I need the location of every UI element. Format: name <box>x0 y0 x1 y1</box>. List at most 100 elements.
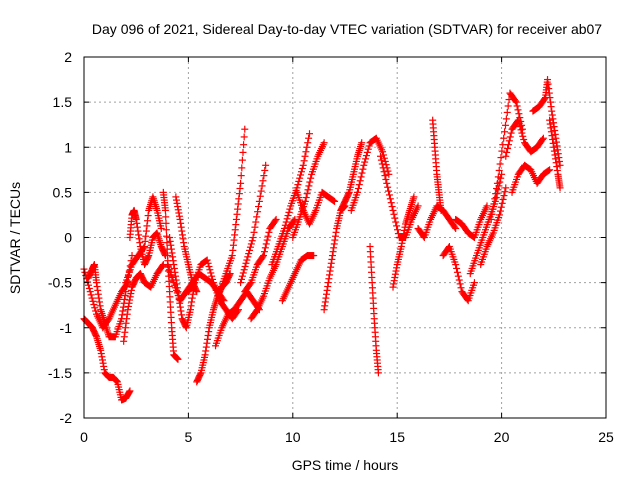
series-track-24 <box>347 134 393 214</box>
series-track-23 <box>337 139 366 214</box>
data-point-marker <box>363 148 371 156</box>
data-point-marker <box>297 171 305 179</box>
grid <box>84 57 606 418</box>
data-point-marker <box>331 197 339 205</box>
data-point-marker <box>261 244 269 252</box>
data-point-marker <box>301 152 309 160</box>
data-point-marker <box>379 164 387 172</box>
data-point-marker <box>382 175 390 183</box>
data-point-marker <box>280 224 288 232</box>
data-point-marker <box>246 280 254 288</box>
data-point-marker <box>303 190 311 198</box>
data-point-marker <box>489 205 497 213</box>
data-point-marker <box>305 134 313 142</box>
data-point-marker <box>437 206 445 214</box>
data-point-marker <box>253 213 261 221</box>
data-point-marker <box>520 136 528 144</box>
data-point-marker <box>302 148 310 156</box>
data-point-marker <box>498 199 506 207</box>
data-point-marker <box>539 134 547 142</box>
data-point-marker <box>496 211 504 219</box>
data-point-marker <box>302 194 310 202</box>
data-point-marker <box>374 369 382 377</box>
data-point-marker <box>359 165 367 173</box>
data-point-marker <box>238 272 246 280</box>
data-point-marker <box>452 224 460 232</box>
series-track-14 <box>216 125 249 296</box>
data-point-marker <box>306 130 314 138</box>
y-tick-label: 0 <box>64 230 72 246</box>
data-point-marker <box>304 186 312 194</box>
data-point-marker <box>493 179 501 187</box>
series-track-36 <box>529 76 564 169</box>
data-point-marker <box>492 190 500 198</box>
data-point-marker <box>383 179 391 187</box>
data-point-marker <box>249 234 257 241</box>
data-point-marker <box>239 148 247 156</box>
data-point-marker <box>254 203 262 211</box>
data-point-marker <box>260 252 268 260</box>
data-point-marker <box>281 221 289 229</box>
data-point-marker <box>209 275 217 283</box>
data-point-marker <box>306 178 314 186</box>
data-point-marker <box>502 152 510 160</box>
data-point-marker <box>499 195 507 203</box>
data-point-marker <box>496 160 504 168</box>
series-track-16 <box>241 215 280 296</box>
data-point-marker <box>246 246 254 254</box>
data-point-marker <box>128 252 136 260</box>
data-point-marker <box>88 294 96 302</box>
data-point-marker <box>456 280 464 288</box>
data-point-marker <box>86 288 94 296</box>
data-point-marker <box>259 253 267 261</box>
data-point-marker <box>87 291 95 299</box>
data-point-marker <box>261 166 269 174</box>
data-point-marker <box>378 160 386 168</box>
data-point-marker <box>240 141 248 149</box>
x-axis-label: GPS time / hours <box>292 457 399 473</box>
series-track-21 <box>293 188 339 228</box>
data-point-marker <box>262 161 270 169</box>
data-point-marker <box>174 355 182 363</box>
data-point-marker <box>354 185 362 193</box>
data-point-marker <box>385 191 393 199</box>
data-point-marker <box>519 132 527 140</box>
data-point-marker <box>391 214 399 222</box>
data-point-marker <box>265 228 273 236</box>
data-point-marker <box>320 139 328 147</box>
data-point-marker <box>501 128 509 136</box>
data-point-marker <box>256 192 264 200</box>
data-point-marker <box>299 161 307 169</box>
data-point-marker <box>282 218 290 226</box>
data-point-marker <box>392 218 400 226</box>
data-point-marker <box>452 261 460 269</box>
data-point-marker <box>243 256 251 264</box>
data-point-marker <box>512 98 520 106</box>
data-point-marker <box>494 186 502 194</box>
series-track-22 <box>320 202 349 314</box>
series-track-04 <box>126 206 169 269</box>
data-point-marker <box>502 184 510 192</box>
data-point-marker <box>506 133 514 141</box>
series-track-32 <box>466 170 506 278</box>
data-point-marker <box>379 148 387 156</box>
data-point-marker <box>241 263 249 271</box>
data-point-marker <box>208 272 216 280</box>
series-track-27 <box>389 193 418 291</box>
x-tick-label: 25 <box>598 429 614 445</box>
data-point-marker <box>455 276 463 284</box>
data-point-marker <box>284 212 292 220</box>
data-point-marker <box>390 210 398 218</box>
series-track-31 <box>452 202 491 241</box>
series-track-05 <box>122 193 165 287</box>
data-point-marker <box>304 139 312 147</box>
data-point-marker <box>362 152 370 160</box>
data-point-marker <box>123 282 131 290</box>
data-point-marker <box>263 236 271 244</box>
data-point-marker <box>453 264 461 272</box>
data-point-marker <box>376 152 384 160</box>
data-point-marker <box>515 119 523 127</box>
data-point-marker <box>260 248 268 256</box>
data-point-marker <box>157 224 165 232</box>
